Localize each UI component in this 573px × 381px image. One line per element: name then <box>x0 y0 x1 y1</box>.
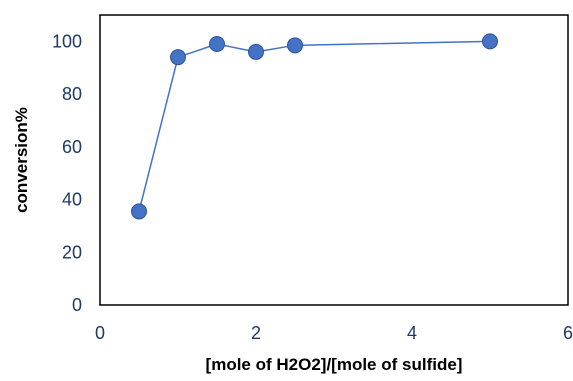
y-tick-label: 60 <box>62 137 82 157</box>
plot-frame <box>99 14 569 306</box>
x-axis-title: [mole of H2O2]/[mole of sulfide] <box>206 355 463 374</box>
data-point <box>482 33 498 50</box>
x-tick-label: 0 <box>95 323 105 343</box>
x-tick-label: 2 <box>251 323 261 343</box>
data-point <box>248 43 264 60</box>
y-tick-label: 40 <box>62 190 82 210</box>
y-tick-label: 0 <box>72 295 82 315</box>
plot-area <box>99 14 569 306</box>
series-layer <box>131 33 498 220</box>
y-tick-label: 80 <box>62 84 82 104</box>
series-line <box>138 40 491 212</box>
data-point <box>170 49 186 66</box>
y-tick-label: 100 <box>52 31 82 51</box>
x-tick-label: 4 <box>407 323 417 343</box>
data-point <box>287 37 303 54</box>
data-point <box>209 36 225 52</box>
tick-labels: 0 20 40 60 80 100 0 2 4 6 <box>52 31 573 343</box>
data-point <box>131 203 147 220</box>
y-axis-title: conversion% <box>12 107 31 213</box>
y-tick-label: 20 <box>62 242 82 262</box>
x-tick-label: 6 <box>563 323 573 343</box>
